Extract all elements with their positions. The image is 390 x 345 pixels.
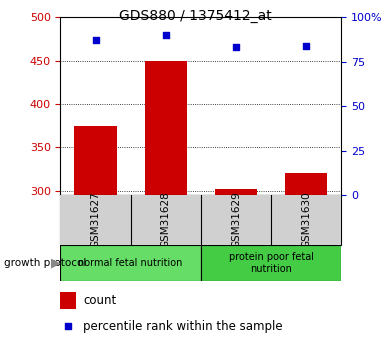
Point	[163, 32, 169, 38]
Bar	[215, 189, 257, 195]
Point	[233, 45, 239, 50]
Text: GSM31627: GSM31627	[90, 191, 101, 248]
Point	[92, 38, 99, 43]
Bar	[131, 195, 201, 245]
Text: protein poor fetal
nutrition: protein poor fetal nutrition	[229, 252, 314, 274]
Text: GSM31629: GSM31629	[231, 191, 241, 248]
Bar	[60, 245, 201, 281]
Text: GSM31628: GSM31628	[161, 191, 171, 248]
Bar	[201, 245, 341, 281]
Bar	[60, 292, 76, 309]
Bar	[201, 195, 271, 245]
Text: count: count	[83, 294, 116, 307]
Bar	[74, 126, 117, 195]
Point	[65, 324, 71, 329]
Bar	[285, 173, 327, 195]
Text: growth protocol: growth protocol	[4, 258, 86, 268]
Point	[303, 43, 309, 48]
Text: GDS880 / 1375412_at: GDS880 / 1375412_at	[119, 9, 271, 23]
Text: GSM31630: GSM31630	[301, 191, 311, 248]
Text: ▶: ▶	[51, 257, 60, 269]
Text: normal fetal nutrition: normal fetal nutrition	[78, 258, 183, 268]
Bar	[271, 195, 341, 245]
Bar	[60, 195, 131, 245]
Text: percentile rank within the sample: percentile rank within the sample	[83, 320, 282, 333]
Bar	[145, 61, 187, 195]
